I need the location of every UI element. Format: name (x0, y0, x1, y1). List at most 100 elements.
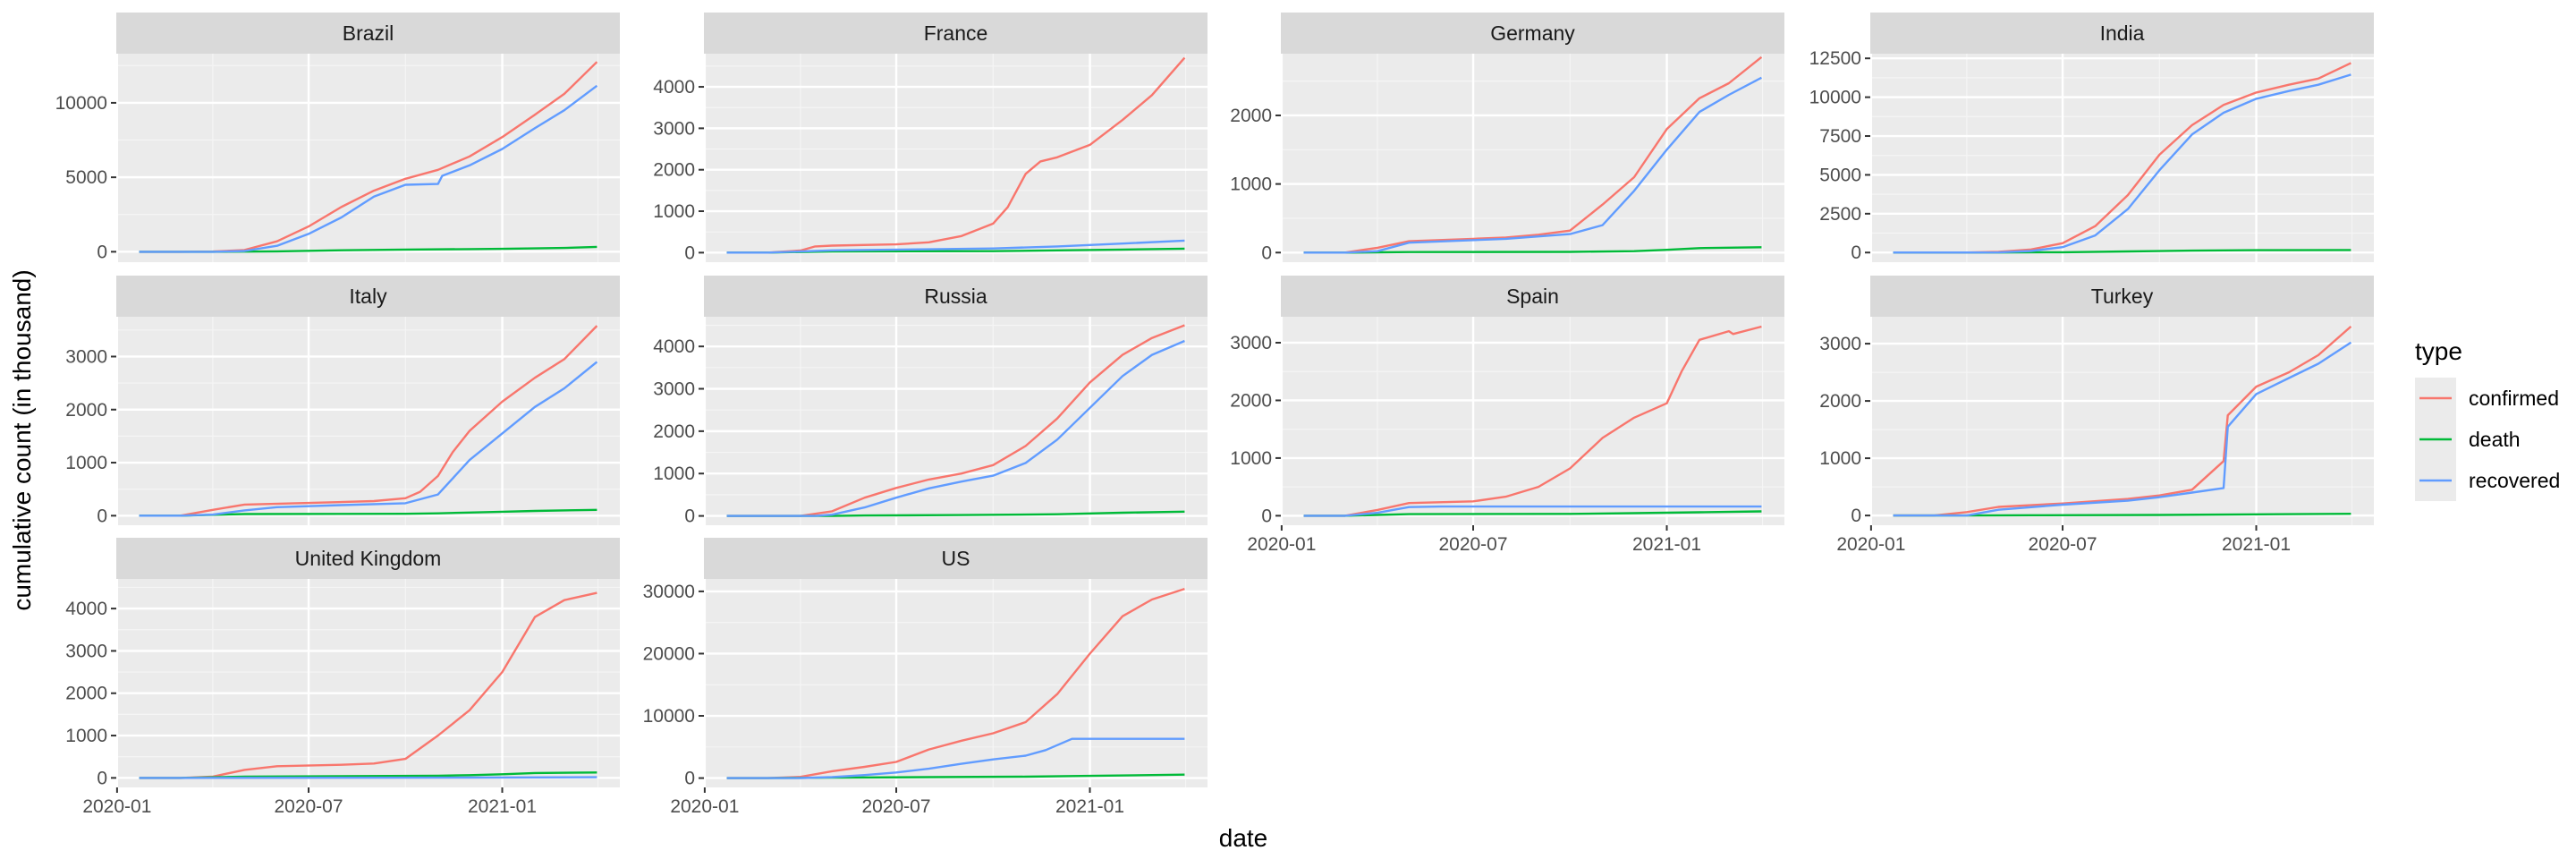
y-tick-label: 3000 (653, 118, 695, 139)
y-tick-label: 0 (1261, 242, 1272, 263)
x-tick-label: 2020-07 (274, 796, 343, 817)
y-tick-label: 0 (684, 506, 695, 527)
facet-strip-turkey (1870, 276, 2374, 317)
y-tick-label: 4000 (65, 599, 107, 619)
y-tick-label: 1000 (653, 201, 695, 222)
y-tick-label: 0 (1851, 506, 1861, 526)
facet-strip-united-kingdom (116, 538, 620, 579)
y-tick-label: 0 (1851, 242, 1861, 263)
facet-strip-france (704, 13, 1208, 54)
y-tick-label: 2000 (65, 400, 107, 421)
legend: type confirmed death recovered (2415, 337, 2560, 501)
x-tick-label: 2020-07 (1438, 534, 1507, 555)
facet-title-us: US (942, 547, 970, 570)
facet-title-germany: Germany (1490, 21, 1575, 45)
y-tick-label: 2000 (653, 421, 695, 442)
x-tick-label: 2020-01 (670, 796, 739, 817)
series-line-united-kingdom-confirmed (139, 591, 597, 779)
facet-title-india: India (2100, 21, 2145, 45)
y-tick-label: 0 (684, 242, 695, 263)
series-line-italy-confirmed (139, 325, 598, 517)
y-tick-label: 2000 (1230, 106, 1272, 126)
facet-france: France 0 1000 2000 3000 4000 (653, 13, 1208, 263)
x-tick-label: 2020-07 (2028, 534, 2097, 555)
y-tick-label: 1000 (1819, 448, 1861, 469)
series-line-spain-confirmed (1303, 325, 1762, 517)
panel-background-turkey (1870, 317, 2374, 525)
panel-background-germany (1281, 54, 1784, 262)
panel-background-india (1870, 54, 2374, 262)
facet-turkey: Turkey 0 1000 2000 3000 2020-01 2020-07 2021-01 (1819, 276, 2374, 555)
x-tick-label: 2020-07 (861, 796, 930, 817)
facet-brazil: Brazil 0 5000 10000 (55, 13, 620, 262)
panel-background-italy (116, 317, 620, 525)
series-line-germany-confirmed (1303, 55, 1763, 254)
y-tick-label: 2000 (65, 684, 107, 704)
y-tick-label: 0 (684, 769, 695, 789)
facet-italy: Italy 0 1000 2000 3000 (65, 276, 620, 526)
y-tick-label: 2500 (1819, 204, 1861, 225)
y-tick-label: 0 (97, 242, 107, 262)
y-tick-label: 0 (1261, 506, 1272, 526)
facet-strip-germany (1281, 13, 1784, 54)
facet-spain: Spain 0 1000 2000 3000 2020-01 2020-07 2021-01 (1230, 276, 1784, 555)
legend-title: type (2415, 337, 2462, 365)
series-line-us-recovered (726, 737, 1185, 779)
panel-background-us (704, 579, 1208, 787)
series-line-germany-recovered (1303, 76, 1762, 254)
x-tick-label: 2021-01 (1055, 796, 1124, 817)
y-tick-label: 10000 (643, 706, 695, 727)
y-tick-label: 3000 (1230, 333, 1272, 353)
facet-title-brazil: Brazil (343, 21, 394, 45)
panel-background-spain (1281, 317, 1784, 525)
series-line-turkey-confirmed (1893, 325, 2352, 517)
y-tick-label: 3000 (65, 346, 107, 367)
x-tick-label: 2021-01 (1632, 534, 1701, 555)
facet-title-united-kingdom: United Kingdom (295, 547, 442, 570)
x-tick-label: 2021-01 (2222, 534, 2291, 555)
facet-panels: Brazil0500010000France01000200030004000G… (55, 13, 2374, 817)
y-tick-label: 5000 (65, 167, 107, 188)
facet-title-italy: Italy (349, 285, 387, 308)
series-line-russia-death (726, 510, 1185, 517)
facet-india: India 0 2500 5000 7500 10000 12500 (1809, 13, 2374, 263)
series-line-india-recovered (1893, 73, 2351, 254)
y-tick-label: 12500 (1809, 48, 1861, 69)
panel-background-brazil (116, 54, 620, 262)
y-tick-label: 3000 (1819, 334, 1861, 354)
y-axis-title: cumulative count (in thousand) (8, 269, 36, 610)
y-tick-label: 0 (97, 506, 107, 526)
series-line-us-confirmed (726, 587, 1185, 779)
y-tick-label: 0 (97, 768, 107, 788)
y-tick-label: 3000 (65, 641, 107, 661)
facet-title-russia: Russia (924, 285, 987, 308)
series-line-brazil-recovered (139, 84, 598, 253)
y-tick-label: 10000 (55, 93, 107, 114)
series-line-russia-recovered (726, 339, 1185, 517)
y-tick-label: 10000 (1809, 88, 1861, 108)
x-axis-title: date (1219, 824, 1268, 852)
facet-united-kingdom: United Kingdom 0 1000 2000 3000 4000 2020-01 20… (65, 538, 620, 817)
y-tick-label: 5000 (1819, 165, 1861, 185)
series-line-france-confirmed (726, 56, 1186, 254)
y-tick-label: 4000 (653, 77, 695, 98)
y-tick-label: 1000 (653, 464, 695, 484)
x-tick-label: 2020-01 (1247, 534, 1316, 555)
y-tick-label: 3000 (653, 379, 695, 400)
panel-background-russia (704, 317, 1208, 525)
y-tick-label: 30000 (643, 582, 695, 602)
panel-background-united-kingdom (116, 579, 620, 787)
y-tick-label: 2000 (1819, 391, 1861, 412)
y-tick-label: 4000 (653, 336, 695, 357)
series-line-turkey-recovered (1893, 341, 2352, 517)
x-tick-label: 2020-01 (1836, 534, 1905, 555)
series-line-russia-confirmed (726, 324, 1185, 517)
facet-strip-brazil (116, 13, 620, 54)
y-tick-label: 1000 (65, 453, 107, 473)
series-line-spain-recovered (1303, 505, 1762, 517)
facet-title-spain: Spain (1506, 285, 1559, 308)
facet-title-turkey: Turkey (2091, 285, 2154, 308)
facet-us: US 0 10000 20000 30000 2020-01 2020-07 2021-01 (643, 538, 1208, 817)
y-tick-label: 7500 (1819, 126, 1861, 147)
